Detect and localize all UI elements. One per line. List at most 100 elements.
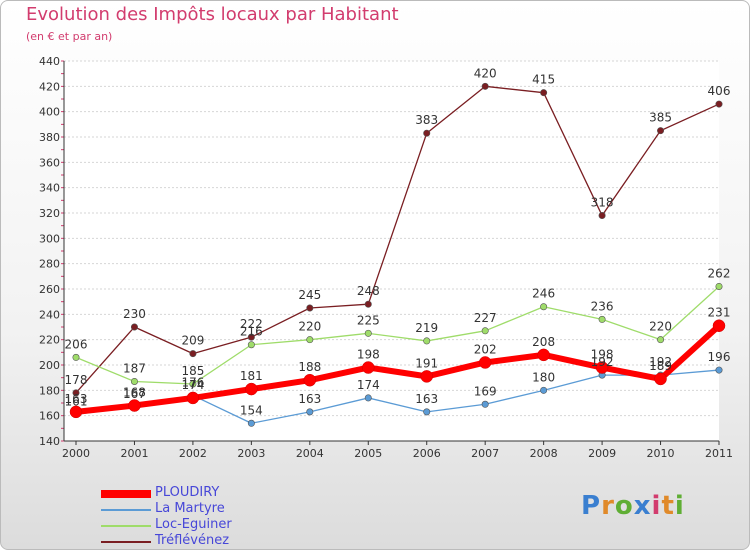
data-label: 189 <box>649 359 672 373</box>
data-label: 168 <box>123 386 146 400</box>
legend-swatch <box>101 541 151 543</box>
data-point <box>189 350 197 358</box>
data-label: 181 <box>240 369 263 383</box>
data-label: 420 <box>474 66 497 80</box>
legend-label: Tréflévénez <box>155 533 230 548</box>
data-point <box>306 408 314 416</box>
logo-letter: o <box>614 491 634 521</box>
data-label: 198 <box>591 348 614 362</box>
data-label: 248 <box>357 284 380 298</box>
x-tick-label: 2010 <box>647 447 675 460</box>
data-label: 176 <box>181 375 204 389</box>
logo-letter: x <box>633 491 652 521</box>
data-label: 198 <box>357 348 380 362</box>
data-label: 163 <box>298 392 321 406</box>
legend-label: La Martyre <box>155 501 225 516</box>
y-tick-label: 160 <box>39 410 60 423</box>
data-point <box>130 377 138 385</box>
data-point <box>481 327 489 335</box>
data-label: 188 <box>298 360 321 374</box>
data-point <box>362 361 375 374</box>
data-label: 246 <box>532 287 555 301</box>
data-point <box>303 373 317 387</box>
data-point <box>481 82 489 90</box>
data-point <box>423 337 431 345</box>
data-point <box>72 353 80 361</box>
x-tick-label: 2001 <box>120 447 148 460</box>
data-point <box>598 315 606 323</box>
data-point <box>657 127 665 135</box>
data-label: 318 <box>591 196 614 210</box>
x-tick-label: 2002 <box>179 447 207 460</box>
data-point <box>130 323 138 331</box>
x-tick-label: 2007 <box>471 447 499 460</box>
data-label: 161 <box>65 394 88 408</box>
data-point <box>364 300 372 308</box>
x-tick-label: 2000 <box>62 447 90 460</box>
data-label: 191 <box>415 356 438 370</box>
y-tick-label: 440 <box>39 55 60 68</box>
data-point <box>481 400 489 408</box>
y-tick-label: 200 <box>39 359 60 372</box>
data-label: 196 <box>708 350 731 364</box>
chart-subtitle: (en € et par an) <box>26 30 113 43</box>
y-tick-label: 140 <box>39 435 60 448</box>
data-point <box>540 303 548 311</box>
data-point <box>478 356 492 369</box>
y-tick-label: 220 <box>39 334 60 347</box>
data-label: 415 <box>532 73 555 87</box>
data-label: 227 <box>474 311 497 325</box>
x-tick-label: 2004 <box>296 447 324 460</box>
y-tick-label: 180 <box>39 384 60 397</box>
data-label: 245 <box>298 288 321 302</box>
logo-letter: P <box>581 491 602 521</box>
data-point <box>423 129 431 137</box>
y-tick-label: 400 <box>39 106 60 119</box>
data-point <box>595 361 609 374</box>
x-tick-label: 2006 <box>413 447 441 460</box>
proxiti-logo: Proxiti <box>581 491 685 521</box>
data-point <box>69 405 83 419</box>
series-line <box>75 285 720 385</box>
y-tick-label: 300 <box>39 232 60 245</box>
data-point <box>247 333 255 341</box>
data-point <box>654 372 667 386</box>
data-label: 187 <box>123 361 146 375</box>
data-point <box>598 212 606 220</box>
data-label: 192 <box>649 355 672 369</box>
data-point <box>537 348 550 362</box>
data-label: 209 <box>181 334 204 348</box>
y-tick-label: 360 <box>39 156 60 169</box>
data-label: 206 <box>65 337 88 351</box>
data-label: 202 <box>474 342 497 356</box>
data-label: 174 <box>181 378 204 392</box>
data-point <box>364 329 372 337</box>
data-label: 185 <box>181 364 204 378</box>
data-label: 220 <box>298 320 321 334</box>
y-tick-label: 340 <box>39 182 60 195</box>
data-label: 383 <box>415 113 438 127</box>
data-point <box>189 380 197 388</box>
y-tick-label: 380 <box>39 131 60 144</box>
data-point <box>247 341 255 349</box>
y-tick-label: 260 <box>39 283 60 296</box>
series-line <box>75 323 722 415</box>
data-label: 262 <box>708 266 731 280</box>
x-tick-label: 2008 <box>530 447 558 460</box>
x-tick-label: 2005 <box>354 447 382 460</box>
data-label: 154 <box>240 403 263 417</box>
legend-swatch <box>101 509 151 511</box>
series-line <box>75 85 720 394</box>
legend-swatch <box>101 490 151 498</box>
data-label: 174 <box>357 378 380 392</box>
x-tick-label: 2011 <box>705 447 733 460</box>
data-label: 169 <box>474 384 497 398</box>
data-point <box>540 89 548 97</box>
y-tick-label: 280 <box>39 258 60 271</box>
y-tick-label: 320 <box>39 207 60 220</box>
data-point <box>128 399 141 412</box>
data-label: 180 <box>532 370 555 384</box>
data-point <box>364 394 372 402</box>
